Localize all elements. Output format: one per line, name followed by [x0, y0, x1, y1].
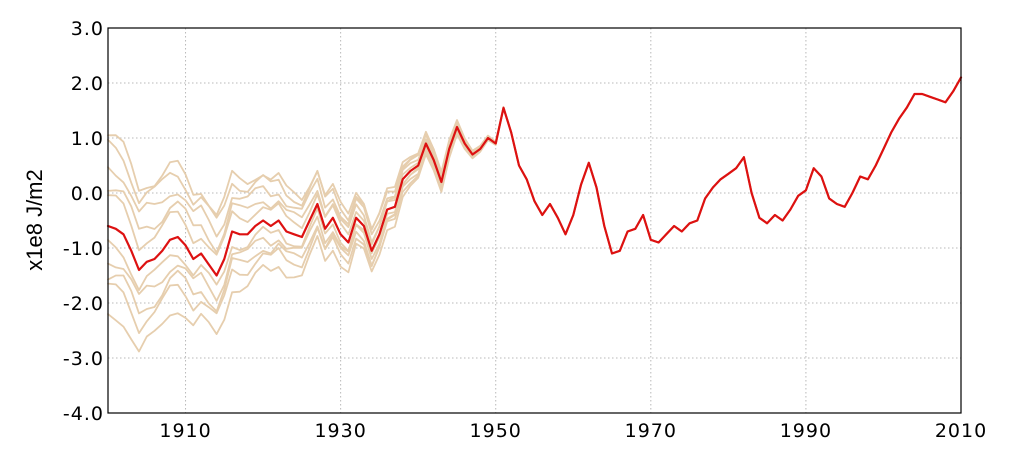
x-tick-label: 1930: [314, 420, 366, 442]
ensemble-member-line: [107, 76, 962, 256]
ensemble-member-line: [107, 76, 962, 302]
y-tick-label: 1.0: [71, 128, 104, 150]
y-axis-title: x1e8 J/m2: [22, 169, 47, 271]
grid-lines: [108, 27, 962, 414]
x-tick-label: 1950: [470, 420, 522, 442]
y-tick-label: 0.0: [71, 183, 104, 205]
x-tick-label: 1990: [780, 420, 832, 442]
y-tick-label: 3.0: [71, 18, 104, 40]
plot-frame: [107, 27, 962, 414]
y-tick-label: 2.0: [71, 73, 104, 95]
ensemble-lines: [107, 76, 962, 353]
y-tick-label: -1.0: [63, 238, 104, 260]
ensemble-member-line: [107, 76, 962, 255]
ensemble-member-line: [107, 76, 962, 255]
ensemble-member-line: [107, 76, 962, 334]
x-tick-label: 2010: [935, 420, 987, 442]
ensemble-member-line: [107, 76, 962, 315]
x-tick-label: 1910: [159, 420, 211, 442]
y-tick-labels: 3.0 2.0 1.0 0.0 -1.0 -2.0 -3.0 -4.0: [63, 18, 104, 425]
mean-series-line: [106, 76, 963, 277]
y-tick-label: -4.0: [63, 403, 104, 425]
x-tick-labels: 1910 1930 1950 1970 1990 2010: [159, 420, 987, 442]
ensemble-member-line: [107, 76, 962, 255]
y-tick-label: -2.0: [63, 293, 104, 315]
x-tick-label: 1970: [625, 420, 677, 442]
y-tick-label: -3.0: [63, 348, 104, 370]
ensemble-member-line: [107, 76, 962, 255]
mean-series: [106, 76, 963, 277]
